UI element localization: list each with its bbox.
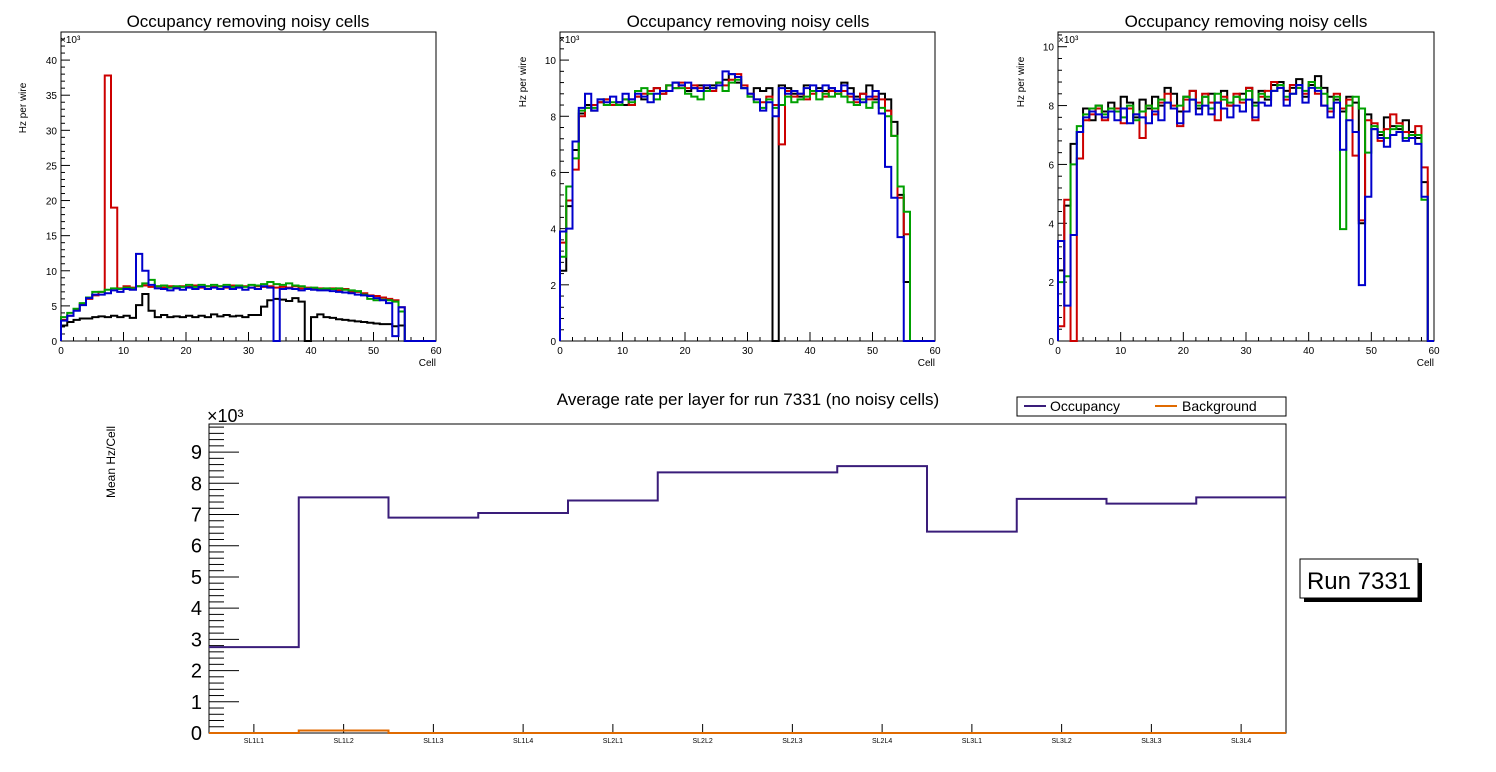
y-tick-label: 20 xyxy=(46,197,58,208)
y-tick-label: 8 xyxy=(550,112,556,123)
x-tick-label: 60 xyxy=(929,346,941,357)
category-label: SL3L4 xyxy=(1231,738,1251,745)
category-label: SL2L3 xyxy=(782,738,802,745)
y-tick-label: 3 xyxy=(191,629,202,651)
x-tick-label: 10 xyxy=(118,346,130,357)
y-tick-label: 6 xyxy=(1048,160,1054,171)
panel-3-ylabel: Hz per wire xyxy=(1016,56,1027,107)
x-tick-label: 40 xyxy=(804,346,816,357)
panel-1-multiplier: ×10³ xyxy=(60,35,81,46)
category-label: SL3L3 xyxy=(1141,738,1161,745)
category-label: SL2L4 xyxy=(872,738,892,745)
category-label: SL1L1 xyxy=(244,738,264,745)
y-tick-label: 2 xyxy=(191,661,202,683)
category-label: SL3L1 xyxy=(962,738,982,745)
y-tick-label: 0 xyxy=(191,723,202,745)
series-occupancy xyxy=(209,465,1286,649)
y-tick-label: 2 xyxy=(1048,278,1054,289)
series-blue xyxy=(60,252,436,342)
panel-3-title: Occupancy removing noisy cells xyxy=(1125,12,1368,31)
category-label: SL3L2 xyxy=(1052,738,1072,745)
legend: Occupancy Background xyxy=(1016,396,1287,417)
y-tick-label: 35 xyxy=(46,91,58,102)
category-label: SL1L4 xyxy=(513,738,533,745)
panel-3-multiplier: ×10³ xyxy=(1058,35,1079,46)
category-label: SL1L2 xyxy=(334,738,354,745)
y-tick-label: 8 xyxy=(191,473,202,495)
y-tick-label: 15 xyxy=(46,232,58,243)
panel-1-xlabel: Cell xyxy=(419,358,436,369)
y-tick-label: 8 xyxy=(1048,102,1054,113)
x-tick-label: 0 xyxy=(1055,346,1061,357)
x-tick-label: 10 xyxy=(617,346,629,357)
panel-2-multiplier: ×10³ xyxy=(559,35,580,46)
x-tick-label: 40 xyxy=(1303,346,1315,357)
y-tick-label: 10 xyxy=(46,267,58,278)
y-tick-label: 5 xyxy=(191,567,202,589)
y-tick-label: 1 xyxy=(191,692,202,714)
run-label-box: Run 7331 xyxy=(1299,558,1422,602)
x-tick-label: 20 xyxy=(679,346,691,357)
panel-2-xlabel: Cell xyxy=(918,358,935,369)
x-tick-label: 10 xyxy=(1115,346,1127,357)
category-label: SL1L3 xyxy=(423,738,443,745)
y-tick-label: 9 xyxy=(191,442,202,464)
panel-2: Occupancy removing noisy cells Hz per wi… xyxy=(518,12,941,369)
y-tick-label: 2 xyxy=(550,281,556,292)
y-tick-label: 4 xyxy=(1048,219,1054,230)
panel-4: Average rate per layer for run 7331 (no … xyxy=(104,390,1422,745)
x-tick-label: 50 xyxy=(867,346,879,357)
x-tick-label: 60 xyxy=(1428,346,1440,357)
series-blue xyxy=(559,70,935,342)
x-tick-label: 20 xyxy=(1178,346,1190,357)
run-label: Run 7331 xyxy=(1307,568,1411,595)
x-tick-label: 50 xyxy=(368,346,380,357)
y-tick-label: 6 xyxy=(191,536,202,558)
series-green xyxy=(1057,81,1434,342)
x-tick-label: 30 xyxy=(1240,346,1252,357)
x-tick-label: 20 xyxy=(180,346,192,357)
panel-4-title: Average rate per layer for run 7331 (no … xyxy=(557,390,939,409)
x-tick-label: 0 xyxy=(58,346,64,357)
y-tick-label: 7 xyxy=(191,505,202,527)
y-tick-label: 4 xyxy=(191,598,202,620)
panel-1-ylabel: Hz per wire xyxy=(18,82,29,133)
category-label: SL2L2 xyxy=(693,738,713,745)
x-tick-label: 60 xyxy=(430,346,442,357)
series-background xyxy=(209,729,1286,734)
y-tick-label: 10 xyxy=(1043,43,1055,54)
legend-background-label: Background xyxy=(1182,398,1257,414)
x-tick-label: 50 xyxy=(1366,346,1378,357)
y-tick-label: 30 xyxy=(46,126,58,137)
panel-2-ylabel: Hz per wire xyxy=(518,56,529,107)
x-tick-label: 0 xyxy=(557,346,563,357)
y-tick-label: 4 xyxy=(550,225,556,236)
panel-4-multiplier: ×10³ xyxy=(207,406,244,426)
legend-occupancy-label: Occupancy xyxy=(1050,398,1120,414)
y-tick-label: 5 xyxy=(51,302,57,313)
panel-3: Occupancy removing noisy cells Hz per wi… xyxy=(1016,12,1440,369)
x-tick-label: 30 xyxy=(243,346,255,357)
series-blue xyxy=(1057,83,1434,342)
y-tick-label: 0 xyxy=(1048,337,1054,348)
y-tick-label: 6 xyxy=(550,168,556,179)
panel-4-ylabel: Mean Hz/Cell xyxy=(104,426,118,498)
y-tick-label: 0 xyxy=(550,337,556,348)
panel-2-title: Occupancy removing noisy cells xyxy=(627,12,870,31)
y-tick-label: 25 xyxy=(46,161,58,172)
y-tick-label: 40 xyxy=(46,56,58,67)
panel-1: Occupancy removing noisy cells Hz per wi… xyxy=(18,12,442,369)
y-tick-label: 0 xyxy=(51,337,57,348)
x-tick-label: 30 xyxy=(742,346,754,357)
x-tick-label: 40 xyxy=(305,346,317,357)
series-black xyxy=(60,292,436,342)
category-label: SL2L1 xyxy=(603,738,623,745)
panel-3-xlabel: Cell xyxy=(1417,358,1434,369)
panel-1-title: Occupancy removing noisy cells xyxy=(127,12,370,31)
y-tick-label: 10 xyxy=(545,56,557,67)
